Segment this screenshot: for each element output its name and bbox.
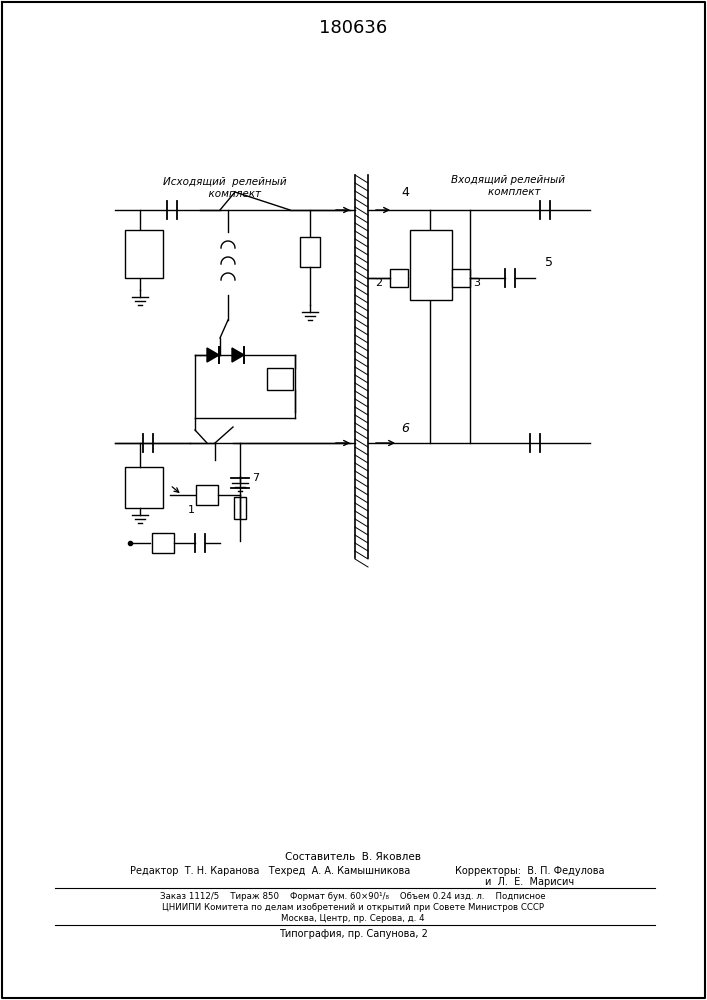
Text: ЦНИИПИ Комитета по делам изобретений и открытий при Совете Министров СССР: ЦНИИПИ Комитета по делам изобретений и о… — [162, 903, 544, 912]
Bar — [410, 230, 452, 300]
Bar — [125, 467, 163, 508]
Bar — [152, 533, 174, 553]
Text: 4: 4 — [401, 186, 409, 200]
Bar — [300, 237, 320, 267]
Text: 6: 6 — [401, 422, 409, 434]
Text: Исходящий  релейный
      комплект: Исходящий релейный комплект — [163, 177, 287, 199]
Polygon shape — [207, 348, 219, 362]
Text: Редактор  Т. Н. Каранова   Техред  А. А. Камышникова: Редактор Т. Н. Каранова Техред А. А. Кам… — [130, 866, 410, 876]
Text: 1: 1 — [187, 505, 194, 515]
Text: Типография, пр. Сапунова, 2: Типография, пр. Сапунова, 2 — [279, 929, 428, 939]
Bar — [452, 269, 470, 287]
Bar — [234, 497, 246, 519]
Text: 7: 7 — [252, 473, 259, 483]
Text: 2: 2 — [375, 278, 382, 288]
Text: 180636: 180636 — [319, 19, 387, 37]
Text: 3: 3 — [473, 278, 480, 288]
Bar — [196, 485, 218, 505]
Text: Заказ 1112/5    Тираж 850    Формат бум. 60×90¹/₈    Объем 0.24 изд. л.    Подпи: Заказ 1112/5 Тираж 850 Формат бум. 60×90… — [160, 892, 546, 901]
Polygon shape — [232, 348, 244, 362]
Text: Составитель  В. Яковлев: Составитель В. Яковлев — [285, 852, 421, 862]
Text: Входящий релейный
    комплект: Входящий релейный комплект — [451, 175, 565, 197]
Text: и  Л.  Е.  Марисич: и Л. Е. Марисич — [486, 877, 575, 887]
Bar — [125, 230, 163, 278]
Bar — [267, 368, 293, 390]
Bar — [390, 269, 408, 287]
Text: 5: 5 — [545, 255, 553, 268]
Text: Корректоры:  В. П. Федулова: Корректоры: В. П. Федулова — [455, 866, 604, 876]
Text: Москва, Центр, пр. Серова, д. 4: Москва, Центр, пр. Серова, д. 4 — [281, 914, 425, 923]
